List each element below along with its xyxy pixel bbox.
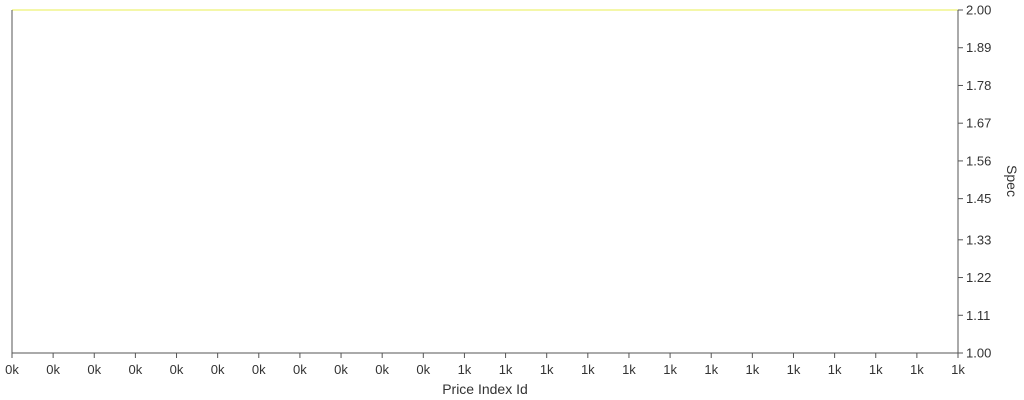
- x-tick-label: 0k: [334, 362, 348, 377]
- x-tick-label: 1k: [663, 362, 677, 377]
- y-axis-ticks: 2.00 1.89 1.78 1.67 1.56 1.45 1.33 1.22 1.11 1.00: [958, 3, 991, 361]
- y-tick-label: 1.78: [966, 78, 991, 93]
- x-tick-label: 0k: [375, 362, 389, 377]
- x-tick-label: 1k: [581, 362, 595, 377]
- y-tick-label: 1.00: [966, 346, 991, 361]
- y-tick-label: 1.33: [966, 232, 991, 247]
- y-tick-label: 1.22: [966, 270, 991, 285]
- x-tick-label: 1k: [828, 362, 842, 377]
- x-tick-label: 1k: [745, 362, 759, 377]
- x-tick-label: 1k: [622, 362, 636, 377]
- y-tick-label: 1.89: [966, 40, 991, 55]
- y-tick-label: 1.11: [966, 308, 990, 323]
- y-tick-label: 2.00: [966, 3, 991, 18]
- x-tick-label: 0k: [416, 362, 430, 377]
- x-tick-label: 1k: [499, 362, 513, 377]
- x-axis-ticks: 0k 0k 0k 0k 0k 0k 0k 0k 0k 0k 0k 1k 1k 1k 1k 1k 1k 1k 1k 1k…: [5, 353, 965, 377]
- x-tick-label: 0k: [5, 362, 19, 377]
- y-tick-label: 1.56: [966, 153, 991, 168]
- x-axis-title: Price Index Id: [442, 381, 528, 397]
- x-tick-label: 1k: [540, 362, 554, 377]
- y-axis-title: Spec: [1004, 165, 1020, 197]
- x-tick-label: 0k: [293, 362, 307, 377]
- x-tick-label: 1k: [704, 362, 718, 377]
- x-tick-label: 0k: [252, 362, 266, 377]
- x-tick-label: 0k: [129, 362, 143, 377]
- x-tick-label: 0k: [170, 362, 184, 377]
- y-tick-label: 1.67: [966, 116, 991, 131]
- x-tick-label: 0k: [87, 362, 101, 377]
- x-tick-label: 1k: [787, 362, 801, 377]
- x-tick-label: 0k: [46, 362, 60, 377]
- x-tick-label: 1k: [869, 362, 883, 377]
- x-tick-label: 1k: [910, 362, 924, 377]
- x-tick-label: 1k: [458, 362, 472, 377]
- x-tick-label: 1k: [951, 362, 965, 377]
- y-tick-label: 1.45: [966, 191, 991, 206]
- x-tick-label: 0k: [211, 362, 225, 377]
